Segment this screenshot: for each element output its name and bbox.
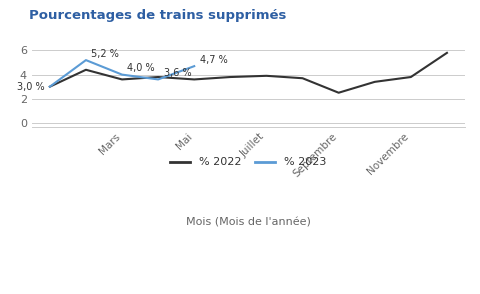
Legend: % 2022, % 2023: % 2022, % 2023 — [166, 153, 331, 172]
X-axis label: Mois (Mois de l'année): Mois (Mois de l'année) — [186, 218, 311, 228]
Text: 4,0 %: 4,0 % — [128, 64, 155, 74]
Text: 3,6 %: 3,6 % — [164, 68, 191, 78]
Text: 3,0 %: 3,0 % — [17, 82, 45, 92]
Text: 4,7 %: 4,7 % — [200, 55, 228, 65]
Text: 5,2 %: 5,2 % — [91, 49, 119, 59]
Text: Pourcentages de trains supprimés: Pourcentages de trains supprimés — [29, 9, 286, 22]
